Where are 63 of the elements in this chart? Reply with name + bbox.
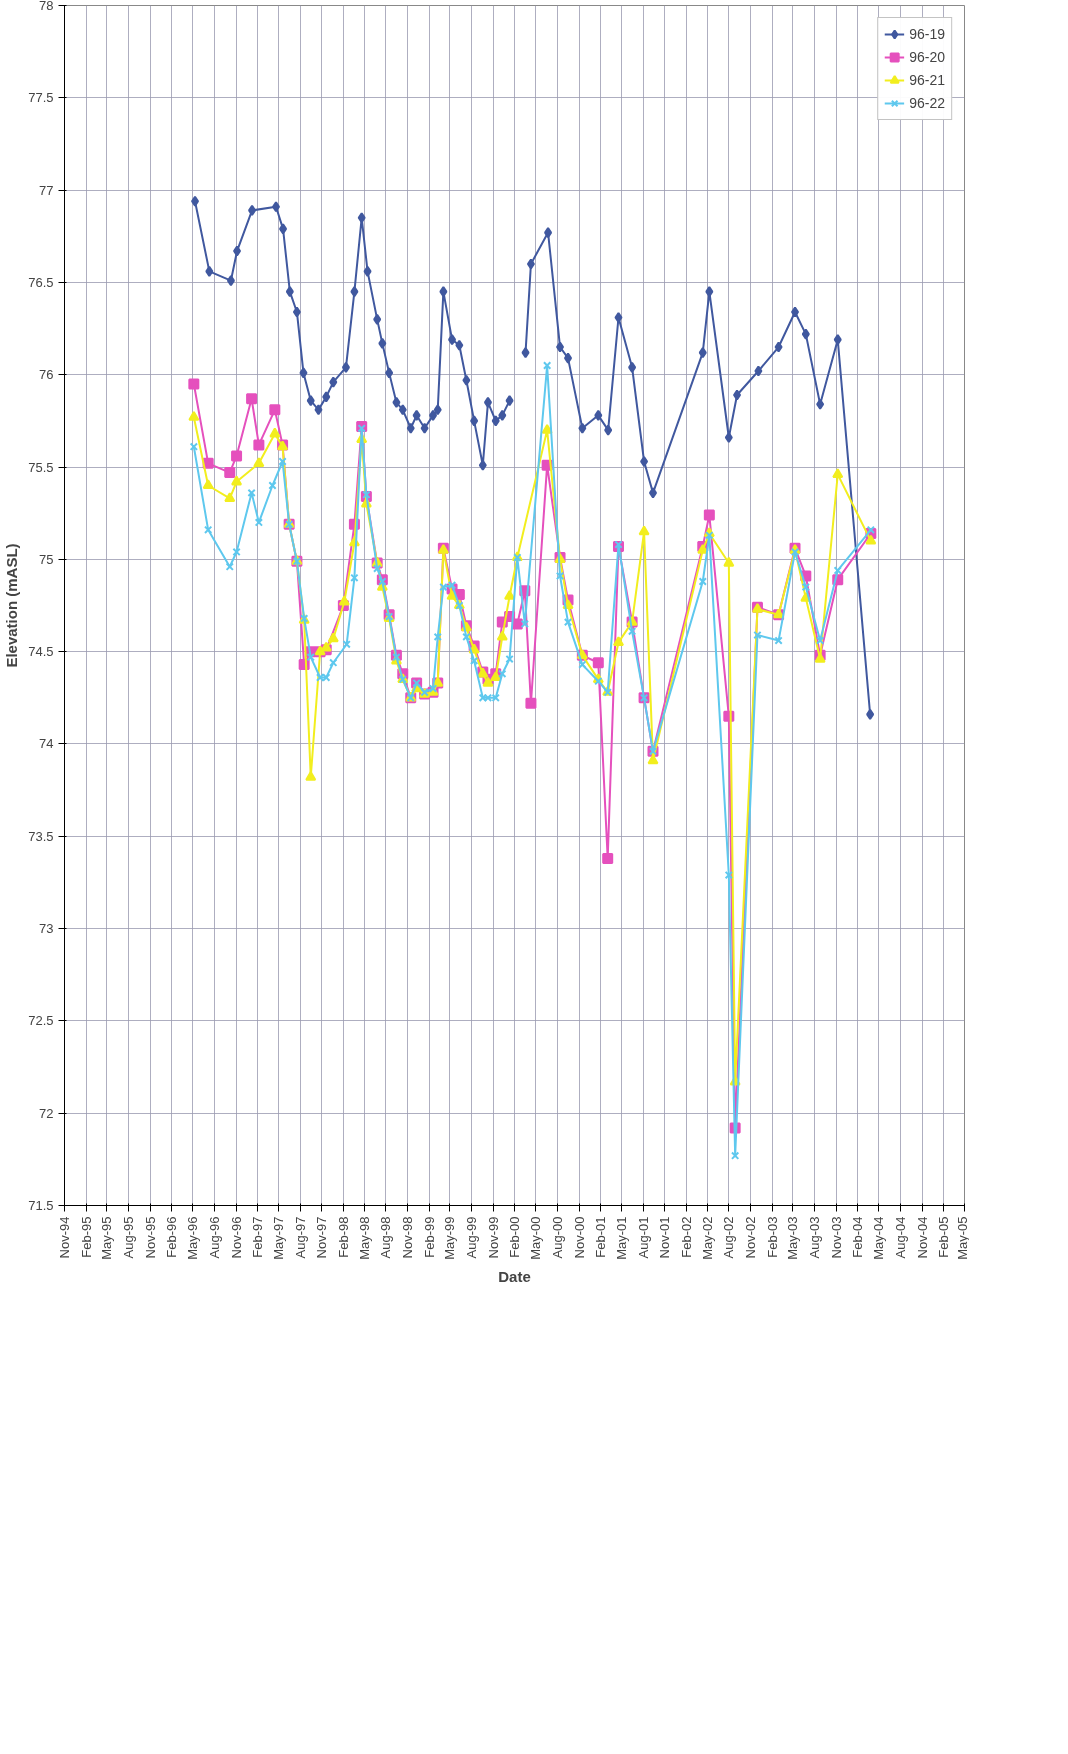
x-tick-label: Nov-94 bbox=[57, 1216, 72, 1259]
x-tick-label: Feb-95 bbox=[78, 1216, 94, 1258]
x-tick-label: Feb-01 bbox=[593, 1216, 609, 1258]
y-tick-label: 72.5 bbox=[28, 1013, 54, 1029]
y-tick-label: 77 bbox=[39, 182, 54, 198]
y-tick-label: 74 bbox=[39, 736, 54, 752]
legend-label: 96-22 bbox=[909, 95, 945, 111]
x-tick-label: May-97 bbox=[271, 1216, 287, 1260]
y-axis-title: Elevation (mASL) bbox=[3, 543, 21, 668]
x-tick-label: May-05 bbox=[954, 1216, 970, 1260]
x-tick-label: Nov-95 bbox=[142, 1216, 158, 1259]
x-tick-label: Nov-00 bbox=[571, 1216, 587, 1259]
legend-label: 96-20 bbox=[909, 49, 945, 65]
y-tick-label: 75 bbox=[39, 551, 54, 567]
x-tick-label: Nov-02 bbox=[742, 1216, 758, 1259]
y-tick-label: 78 bbox=[39, 0, 54, 13]
x-tick-label: Aug-98 bbox=[378, 1216, 394, 1259]
x-tick-label: Feb-05 bbox=[936, 1216, 952, 1258]
x-tick-label: May-98 bbox=[356, 1216, 372, 1260]
x-tick-label: Feb-99 bbox=[421, 1216, 437, 1258]
x-tick-label: May-01 bbox=[614, 1216, 630, 1260]
x-tick-label: Aug-03 bbox=[807, 1216, 822, 1259]
y-tick-label: 77.5 bbox=[28, 90, 54, 106]
x-tick-label: May-00 bbox=[528, 1216, 544, 1260]
y-tick-label: 71.5 bbox=[28, 1198, 54, 1213]
x-tick-label: May-96 bbox=[185, 1216, 201, 1260]
y-tick-label: 74.5 bbox=[28, 644, 54, 660]
x-tick-label: Aug-95 bbox=[121, 1216, 137, 1259]
x-tick-label: Feb-03 bbox=[764, 1216, 780, 1258]
y-tick-label: 72 bbox=[39, 1105, 54, 1121]
x-tick-label: Aug-97 bbox=[292, 1216, 308, 1259]
x-tick-label: Aug-01 bbox=[635, 1216, 651, 1259]
x-tick-label: Nov-99 bbox=[485, 1216, 501, 1259]
x-tick-label: Feb-00 bbox=[507, 1216, 523, 1258]
y-tick-label: 76 bbox=[39, 367, 54, 383]
x-tick-label: Aug-02 bbox=[721, 1216, 737, 1259]
x-tick-label: Aug-96 bbox=[207, 1216, 222, 1259]
x-tick-label: Nov-04 bbox=[914, 1216, 930, 1259]
x-tick-label: Feb-97 bbox=[250, 1216, 266, 1258]
y-tick-label: 75.5 bbox=[28, 459, 54, 475]
x-tick-label: Aug-99 bbox=[464, 1216, 480, 1259]
x-tick-label: Aug-00 bbox=[549, 1216, 565, 1259]
y-tick-label: 73.5 bbox=[28, 828, 54, 844]
x-tick-label: May-99 bbox=[442, 1216, 458, 1260]
x-tick-label: Nov-98 bbox=[399, 1216, 415, 1259]
legend-label: 96-19 bbox=[909, 26, 945, 42]
x-tick-label: May-95 bbox=[99, 1216, 115, 1260]
x-tick-label: Feb-04 bbox=[850, 1216, 866, 1258]
y-tick-label: 73 bbox=[39, 921, 54, 937]
x-tick-label: Nov-03 bbox=[828, 1216, 844, 1259]
legend-label: 96-21 bbox=[909, 72, 945, 88]
x-tick-label: Feb-02 bbox=[678, 1216, 694, 1258]
x-tick-label: Aug-04 bbox=[892, 1216, 908, 1259]
x-tick-label: Feb-98 bbox=[335, 1216, 351, 1258]
x-tick-label: Nov-97 bbox=[314, 1216, 330, 1259]
x-tick-label: May-03 bbox=[785, 1216, 801, 1260]
y-tick-label: 76.5 bbox=[28, 274, 54, 290]
x-axis-title: Date bbox=[498, 1267, 531, 1285]
x-tick-label: Nov-96 bbox=[228, 1216, 244, 1259]
x-tick-label: Feb-96 bbox=[164, 1216, 180, 1258]
x-tick-label: Nov-01 bbox=[657, 1216, 673, 1259]
x-tick-label: May-02 bbox=[699, 1216, 715, 1260]
x-tick-label: May-04 bbox=[871, 1216, 887, 1260]
